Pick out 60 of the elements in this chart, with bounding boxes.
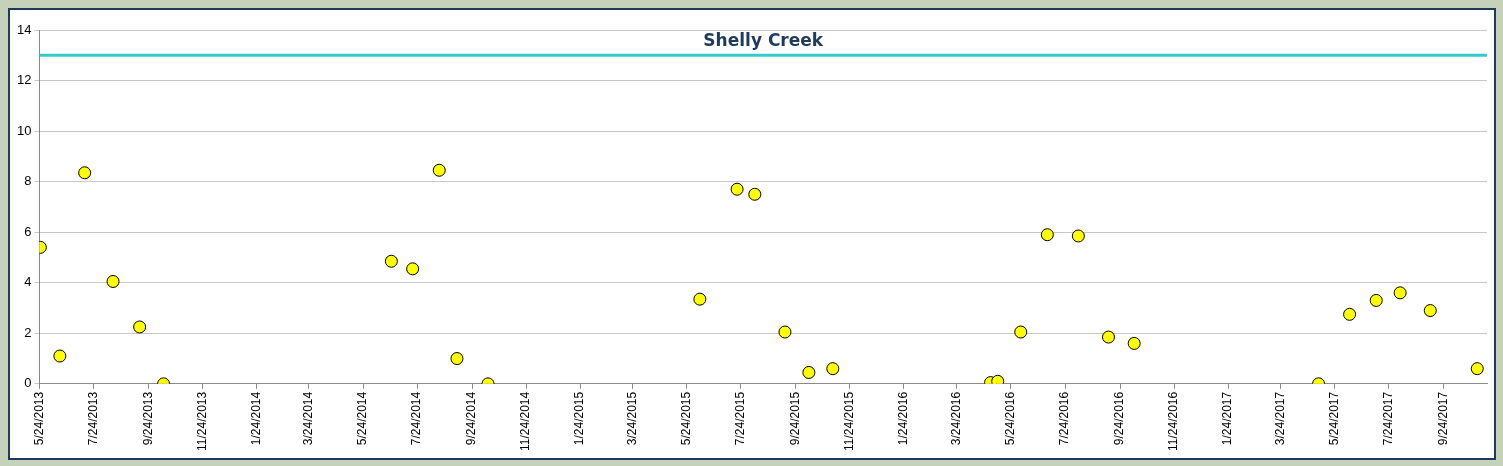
- x-tick-label: 11/24/2013: [194, 391, 209, 451]
- point: [693, 292, 707, 306]
- x-tick-label: 5/24/2016: [1003, 391, 1018, 446]
- x-tick-label: 7/24/2015: [732, 391, 747, 446]
- point: [1127, 336, 1141, 350]
- x-tick-label: 3/24/2015: [624, 391, 639, 446]
- point: [1040, 228, 1054, 242]
- point: [133, 320, 147, 334]
- point: [826, 362, 840, 376]
- point: [1470, 362, 1484, 376]
- x-tick-label: 5/24/2013: [31, 391, 46, 446]
- x-tick-label: 3/24/2014: [301, 391, 316, 446]
- x-tick-label: 1/24/2017: [1220, 391, 1235, 446]
- y-tick-label: 4: [24, 274, 32, 290]
- x-tick-label: 1/24/2015: [572, 391, 587, 446]
- x-tick-label: 1/24/2014: [248, 391, 263, 446]
- y-tick-label: 6: [24, 223, 32, 239]
- point: [78, 166, 92, 180]
- x-tick-label: 7/24/2014: [409, 391, 424, 446]
- x-tick-label: 11/24/2015: [841, 391, 856, 451]
- point: [53, 349, 67, 363]
- point: [778, 325, 792, 339]
- x-tick-label: 5/24/2017: [1326, 391, 1341, 446]
- x-tick-label: 9/24/2013: [140, 391, 155, 446]
- x-tick-label: 3/24/2017: [1272, 391, 1287, 446]
- x-tick-label: 9/24/2017: [1435, 391, 1450, 446]
- point: [450, 352, 464, 366]
- point: [106, 274, 120, 288]
- x-tick-label: 9/24/2015: [787, 391, 802, 446]
- x-tick-label: 9/24/2014: [464, 391, 479, 446]
- x-tick-label: 3/24/2016: [949, 391, 964, 446]
- point: [384, 254, 398, 268]
- point: [1369, 293, 1383, 307]
- point: [406, 262, 420, 276]
- y-tick-label: 8: [24, 173, 32, 189]
- x-tick-label: 7/24/2013: [85, 391, 100, 446]
- x-tick-label: 11/24/2016: [1166, 391, 1181, 451]
- x-tick-label: 5/24/2014: [355, 391, 370, 446]
- point: [730, 182, 744, 196]
- y-tick-label: 2: [24, 324, 32, 340]
- point: [1071, 229, 1085, 243]
- x-tick-label: 7/24/2017: [1380, 391, 1395, 446]
- x-tick-label: 1/24/2016: [896, 391, 911, 446]
- x-tick-label: 11/24/2014: [518, 391, 533, 451]
- point: [1343, 307, 1357, 321]
- y-tick-label: 0: [24, 375, 32, 391]
- point: [1014, 325, 1028, 339]
- x-tick-label: 9/24/2016: [1112, 391, 1127, 446]
- point: [432, 163, 446, 177]
- point: [802, 365, 816, 379]
- y-tick-label: 10: [16, 122, 32, 138]
- x-tick-label: 5/24/2015: [678, 391, 693, 446]
- point: [1101, 330, 1115, 344]
- point: [1393, 286, 1407, 300]
- y-tick-label: 14: [16, 21, 32, 37]
- y-tick-label: 12: [16, 72, 32, 88]
- chart-title: Shelly Creek: [703, 29, 824, 50]
- point: [1423, 304, 1437, 318]
- x-tick-label: 7/24/2016: [1057, 391, 1072, 446]
- point: [748, 187, 762, 201]
